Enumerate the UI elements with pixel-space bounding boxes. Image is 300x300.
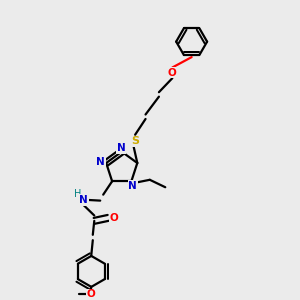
Text: O: O [87,289,96,299]
Text: H: H [74,189,81,199]
Text: S: S [131,136,139,146]
Text: O: O [168,68,177,78]
Text: N: N [117,143,125,153]
Text: N: N [80,195,88,205]
Text: O: O [109,213,118,223]
Text: N: N [97,157,105,166]
Text: N: N [128,181,137,191]
